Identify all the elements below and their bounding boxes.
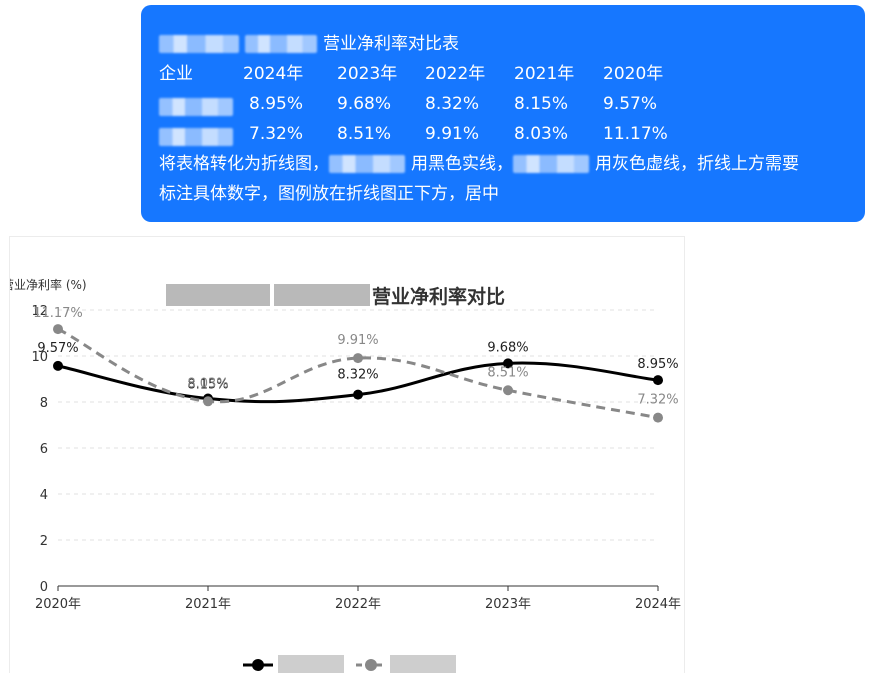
instruction-text: 将表格转化为折线图，: [159, 154, 329, 174]
redacted-company-name: [159, 35, 239, 53]
table-cell: 9.91%: [425, 124, 480, 144]
data-point[interactable]: [53, 324, 63, 335]
x-tick-label: 2023年: [485, 597, 531, 612]
data-label: 8.03%: [187, 376, 228, 391]
table-header-row: 企业 2024年 2023年 2022年 2021年 2020年: [159, 59, 847, 89]
redacted-company-name: [390, 655, 456, 673]
legend-marker: [252, 659, 264, 671]
data-label: 8.15%: [187, 378, 228, 393]
redacted-company-name: [245, 35, 317, 53]
y-tick-label: 10: [31, 350, 48, 365]
table-header-cell: 2024年: [243, 64, 304, 84]
y-tick-label: 6: [40, 442, 48, 457]
data-point[interactable]: [653, 412, 663, 423]
data-label: 8.32%: [337, 368, 378, 383]
data-label: 9.68%: [487, 340, 528, 355]
chart-card: 0 2 4 6 8 10 12 2020年 2021年 2022年 2023年 2024年 9.57%…: [2, 236, 685, 673]
table-cell: 8.32%: [425, 94, 480, 114]
table-header-cell: 2022年: [425, 64, 486, 84]
instruction-text: 用灰色虚线，折线上方需要: [595, 154, 799, 174]
y-tick-label: 8: [40, 396, 48, 411]
table-header-cell: 企业: [159, 64, 193, 84]
data-label: 8.95%: [637, 357, 678, 372]
table-row: 8.95% 9.68% 8.32% 8.15% 9.57%: [159, 89, 847, 119]
table-header-cell: 2020年: [603, 64, 664, 84]
legend: [243, 655, 456, 673]
data-label: 11.17%: [33, 306, 83, 321]
line-chart: 0 2 4 6 8 10 12 2020年 2021年 2022年 2023年 2024年 9.57%…: [2, 277, 681, 673]
chat-message-bubble: 营业净利率对比表 企业 2024年 2023年 2022年 2021年 2020…: [141, 5, 865, 222]
y-axis-label: 营业净利率 (%): [10, 277, 87, 292]
data-point[interactable]: [353, 353, 363, 364]
message-title-line: 营业净利率对比表: [159, 29, 847, 59]
table-cell: 9.68%: [337, 94, 392, 114]
table-cell: 7.32%: [249, 124, 304, 144]
message-instruction-line: 标注具体数字，图例放在折线图正下方，居中: [159, 179, 847, 209]
table-cell: 8.51%: [337, 124, 392, 144]
x-tick-label: 2021年: [185, 597, 231, 612]
legend-marker: [365, 659, 377, 671]
instruction-text: 用黑色实线，: [411, 154, 513, 174]
series-b-line: [57, 327, 659, 420]
redacted-company-name: [513, 155, 589, 173]
data-point[interactable]: [353, 389, 363, 400]
y-tick-label: 0: [40, 580, 48, 595]
table-cell: 9.57%: [603, 94, 658, 114]
data-label: 9.57%: [37, 341, 78, 356]
redacted-company-name: [274, 284, 370, 306]
legend-item-series-b[interactable]: [356, 655, 456, 673]
data-label: 9.91%: [337, 333, 378, 348]
message-title: 营业净利率对比表: [323, 34, 459, 54]
data-label: 7.32%: [637, 393, 678, 408]
data-point[interactable]: [503, 385, 513, 396]
x-tick-label: 2024年: [635, 597, 681, 612]
x-tick-label: 2020年: [35, 597, 81, 612]
data-label: 8.51%: [487, 365, 528, 380]
table-cell: 11.17%: [603, 124, 668, 144]
table-row: 7.32% 8.51% 9.91% 8.03% 11.17%: [159, 119, 847, 149]
chart-title: 营业净利率对比: [372, 285, 505, 308]
y-tick-label: 2: [40, 534, 48, 549]
redacted-company-name: [278, 655, 344, 673]
data-point[interactable]: [203, 396, 213, 407]
data-point[interactable]: [653, 375, 663, 386]
instruction-text: 标注具体数字，图例放在折线图正下方，居中: [159, 184, 499, 204]
data-labels: 9.57% 8.15% 8.32% 9.68% 8.95% 11.17% 8.03% 9.91…: [33, 306, 678, 408]
data-point[interactable]: [53, 360, 63, 371]
y-tick-label: 12: [31, 304, 48, 319]
redacted-company-name: [166, 284, 270, 306]
redacted-company-name: [159, 128, 233, 146]
table-header-cell: 2021年: [514, 64, 575, 84]
table-header-cell: 2023年: [337, 64, 398, 84]
x-tick-label: 2022年: [335, 597, 381, 612]
legend-item-series-a[interactable]: [243, 655, 344, 673]
chart-title-group: 营业净利率对比: [166, 284, 505, 308]
table-cell: 8.95%: [249, 94, 304, 114]
table-cell: 8.03%: [514, 124, 569, 144]
data-point[interactable]: [503, 358, 513, 369]
y-tick-label: 4: [40, 488, 48, 503]
redacted-company-name: [159, 98, 233, 116]
series-lines: [53, 324, 663, 423]
message-instruction-line: 将表格转化为折线图， 用黑色实线， 用灰色虚线，折线上方需要: [159, 149, 847, 179]
axes: 0 2 4 6 8 10 12 2020年 2021年 2022年 2023年 2024年: [31, 304, 681, 612]
table-cell: 8.15%: [514, 94, 569, 114]
redacted-company-name: [329, 155, 405, 173]
